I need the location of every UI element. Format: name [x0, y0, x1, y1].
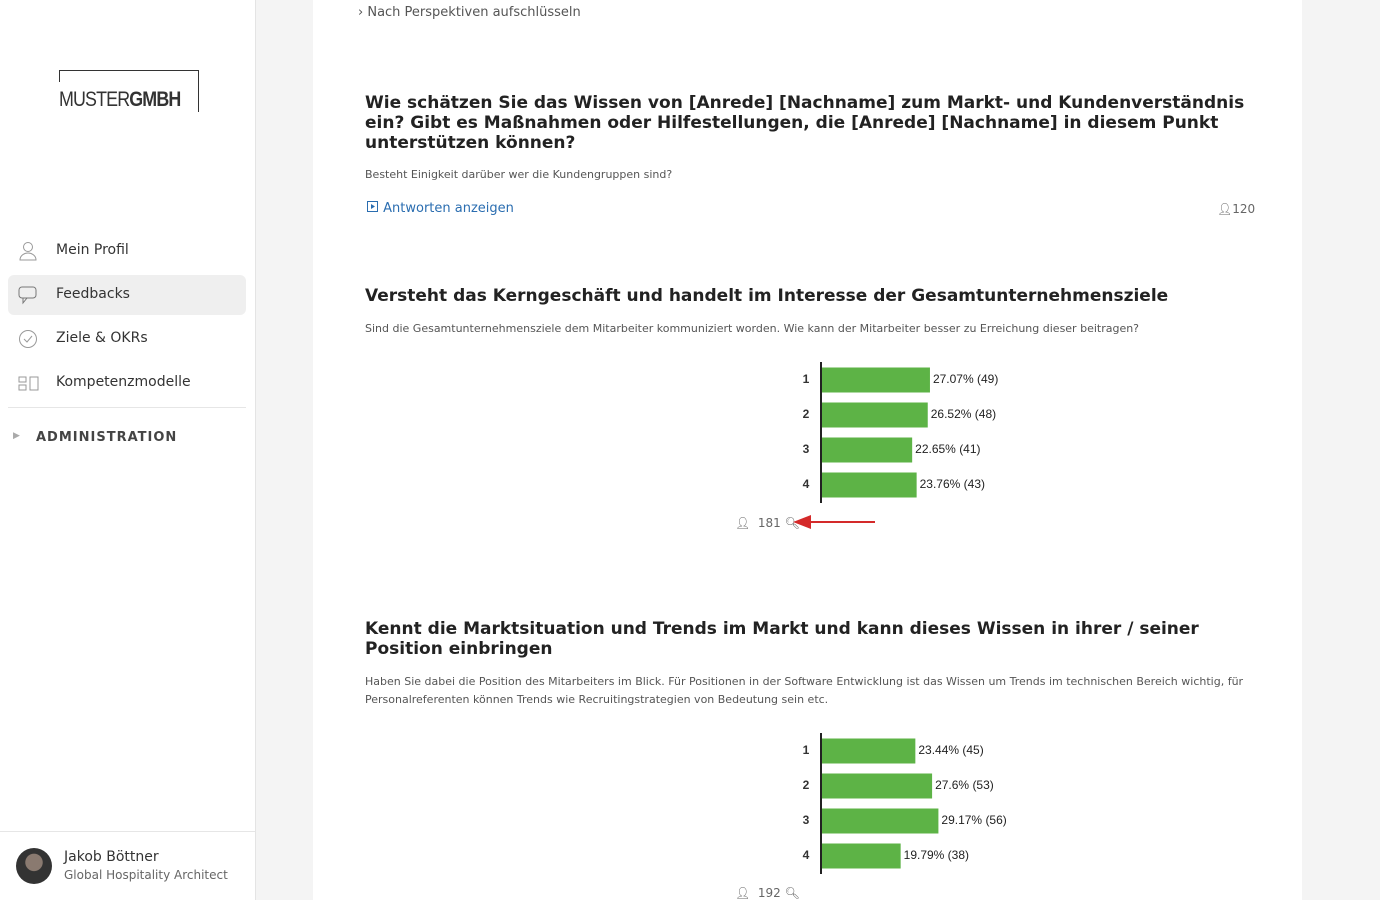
value-label: 19.79% (38) — [904, 848, 969, 862]
logo-light: MUSTER — [59, 88, 130, 111]
bar — [821, 472, 917, 498]
nav-label: Mein Profil — [56, 242, 129, 258]
question-title: Wie schätzen Sie das Wissen von [Anrede]… — [365, 93, 1245, 153]
question-description: Haben Sie dabei die Position des Mitarbe… — [365, 675, 1244, 706]
bar — [821, 437, 913, 463]
value-label: 27.6% (53) — [935, 778, 994, 792]
question-title: Versteht das Kerngeschäft und handelt im… — [365, 286, 1169, 306]
bar-chart: 1 23.44% (45) 2 27.6% (53) 3 29.17% (56) 4 19.7… — [803, 733, 1007, 874]
category-label: 4 — [803, 848, 810, 862]
bar — [821, 367, 930, 393]
bar — [821, 808, 939, 834]
breakdown-text: Nach Perspektiven aufschlüsseln — [367, 5, 581, 20]
category-label: 1 — [803, 743, 810, 757]
respondent-count: 👤︎ 192 🔍︎ — [735, 886, 800, 900]
respondent-count: 👤︎ 181 🔍︎ — [735, 516, 800, 530]
category-label: 3 — [803, 442, 810, 456]
bar-chart: 1 27.07% (49) 2 26.52% (48) 3 22.65% (41) 4 23.… — [803, 362, 998, 503]
sidebar: MUSTERGMBH Mein Profil Feedbacks Ziele &… — [0, 0, 256, 900]
nav-label: Feedbacks — [56, 286, 130, 302]
value-label: 23.44% (45) — [918, 743, 983, 757]
count-text: 120 — [1232, 202, 1256, 216]
link-text: Antworten anzeigen — [383, 201, 514, 216]
nav-item[interactable]: Kompetenzmodelle — [8, 363, 246, 403]
section-label[interactable]: ADMINISTRATION — [36, 430, 178, 445]
user-name: Jakob Böttner — [64, 849, 159, 865]
respondent-count: 👤︎120 — [1217, 202, 1256, 216]
nav-label: Kompetenzmodelle — [56, 374, 191, 390]
avatar[interactable] — [16, 848, 52, 884]
category-label: 3 — [803, 813, 810, 827]
value-label: 26.52% (48) — [931, 407, 996, 421]
nav-item[interactable]: Mein Profil — [8, 231, 246, 271]
bar — [821, 843, 901, 869]
category-label: 2 — [803, 407, 810, 421]
content-card: › Nach Perspektiven aufschlüsseln Wie sc… — [313, 0, 1302, 900]
answers-link[interactable]: Antworten anzeigen — [367, 201, 514, 216]
logo-bold: GMBH — [129, 88, 181, 111]
value-label: 29.17% (56) — [941, 813, 1006, 827]
value-label: 27.07% (49) — [933, 372, 998, 386]
logo: MUSTERGMBH — [59, 88, 181, 112]
nav-label: Ziele & OKRs — [56, 330, 148, 346]
count-text: 181 — [757, 516, 781, 530]
bar — [821, 402, 928, 428]
category-label: 1 — [803, 372, 810, 386]
logo-frame — [59, 70, 199, 112]
category-label: 2 — [803, 778, 810, 792]
nav-item[interactable]: Ziele & OKRs — [8, 319, 246, 359]
category-label: 4 — [803, 477, 810, 491]
value-label: 22.65% (41) — [915, 442, 980, 456]
breakdown-link[interactable]: › Nach Perspektiven aufschlüsseln — [358, 5, 581, 20]
question-title: Kennt die Marktsituation und Trends im M… — [365, 619, 1199, 659]
bar — [821, 773, 933, 799]
user-role: Global Hospitality Architect — [64, 868, 228, 882]
annotation-arrow — [793, 515, 875, 529]
question-description: Besteht Einigkeit darüber wer die Kunden… — [365, 168, 673, 181]
count-text: 192 — [757, 886, 781, 900]
bar — [821, 738, 916, 764]
value-label: 23.76% (43) — [920, 477, 985, 491]
question-description: Sind die Gesamtunternehmensziele dem Mit… — [365, 322, 1140, 335]
nav-item-active[interactable]: Feedbacks — [8, 275, 246, 315]
